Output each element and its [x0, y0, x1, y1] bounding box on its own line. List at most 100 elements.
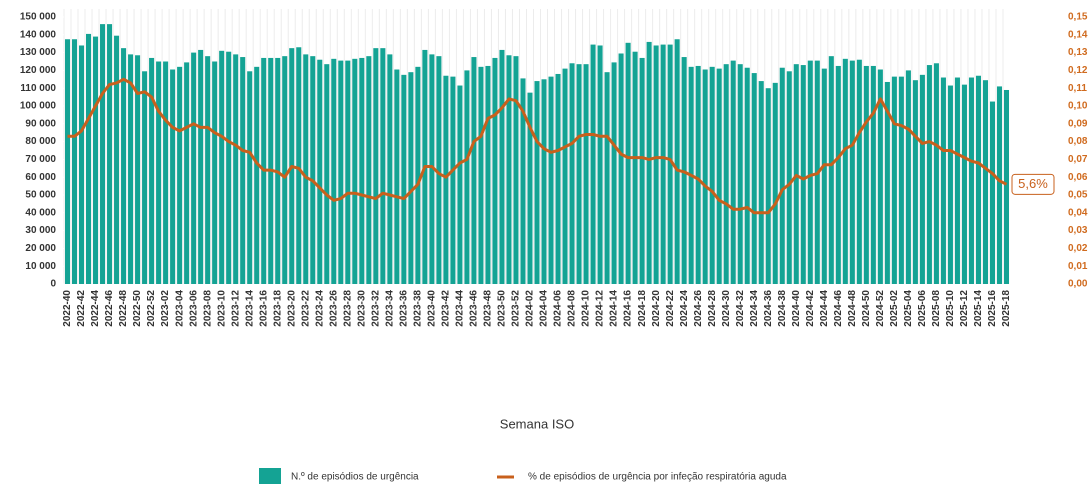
bar [653, 45, 659, 285]
bar [597, 45, 603, 285]
bar [471, 57, 477, 284]
x-tick-label: 2023-48 [483, 290, 494, 327]
x-tick-label: 2023-18 [272, 290, 283, 327]
y2-tick-label: 0,14 [1068, 29, 1088, 40]
bar [562, 68, 568, 285]
y-tick-label: 140 000 [20, 29, 57, 40]
legend-swatch [259, 468, 281, 484]
bar [772, 82, 778, 284]
y-tick-label: 40 000 [25, 207, 56, 218]
y2-tick-label: 0,06 [1068, 172, 1088, 183]
bar [639, 57, 645, 284]
legend-label: % de episódios de urgência por infeção r… [528, 472, 787, 483]
bar [905, 70, 911, 285]
bar [303, 54, 309, 284]
bar [604, 72, 610, 285]
x-tick-label: 2024-52 [875, 290, 886, 327]
x-tick-label: 2023-08 [202, 290, 213, 327]
bar [702, 69, 708, 284]
x-tick-label: 2023-14 [244, 290, 255, 327]
bar [71, 39, 78, 284]
x-tick-label: 2022-42 [76, 290, 87, 327]
bar [758, 81, 764, 284]
x-tick-label: 2025-02 [889, 290, 900, 327]
x-tick-label: 2024-26 [693, 290, 704, 327]
bar [520, 78, 526, 284]
bar [149, 57, 155, 284]
x-tick-label: 2023-30 [356, 290, 367, 327]
bar [359, 57, 365, 284]
bar [114, 35, 120, 284]
x-tick-label: 2023-22 [300, 290, 311, 327]
bar [912, 80, 918, 284]
x-tick-label: 2025-12 [959, 290, 970, 327]
y2-tick-label: 0,12 [1068, 65, 1088, 76]
bar [247, 71, 253, 284]
bar [373, 48, 379, 285]
x-tick-label: 2024-40 [791, 290, 802, 327]
y2-tick-label: 0,04 [1068, 207, 1088, 218]
bar [429, 54, 435, 284]
y-tick-label: 80 000 [25, 136, 56, 147]
x-tick-label: 2023-44 [455, 290, 466, 327]
y2-tick-label: 0,13 [1068, 47, 1088, 58]
bar [716, 68, 722, 285]
bar [618, 53, 624, 284]
x-tick-label: 2025-18 [1001, 290, 1012, 327]
bar [555, 73, 561, 285]
bar [485, 65, 491, 284]
x-tick-label: 2024-30 [721, 290, 732, 327]
bar [135, 55, 141, 284]
bar [982, 80, 988, 284]
x-tick-label: 2025-16 [987, 290, 998, 327]
x-tick-label: 2023-02 [160, 290, 171, 327]
bar [387, 54, 393, 284]
bar [723, 64, 729, 284]
x-tick-label: 2022-46 [104, 290, 115, 327]
x-tick-label: 2024-16 [623, 290, 634, 327]
y-tick-label: 70 000 [25, 154, 56, 165]
bar [478, 66, 484, 284]
bar [401, 74, 407, 284]
x-tick-label: 2024-38 [777, 290, 788, 327]
x-tick-label: 2023-50 [497, 290, 508, 327]
x-tick-label: 2024-42 [805, 290, 816, 327]
bar [849, 60, 855, 284]
x-tick-label: 2024-34 [749, 290, 760, 327]
x-axis-title: Semana ISO [500, 416, 574, 431]
bar [835, 65, 841, 284]
legend-label: N.º de episódios de urgência [291, 472, 419, 483]
y-tick-label: 150 000 [20, 12, 57, 23]
x-tick-label: 2023-32 [370, 290, 381, 327]
x-tick-label: 2023-40 [427, 290, 438, 327]
x-tick-label: 2024-36 [763, 290, 774, 327]
bar [191, 52, 197, 284]
y2-tick-label: 0,00 [1068, 279, 1088, 290]
y-tick-label: 60 000 [25, 172, 56, 183]
bar [499, 49, 505, 285]
bar [695, 65, 701, 284]
bar [450, 76, 456, 284]
x-tick-label: 2022-52 [146, 290, 157, 327]
bar [765, 88, 771, 284]
bar [86, 33, 92, 284]
x-tick-label: 2024-32 [735, 290, 746, 327]
x-tick-label: 2024-04 [539, 290, 550, 327]
x-tick-label: 2024-48 [847, 290, 858, 327]
bar [506, 55, 512, 284]
x-tick-label: 2023-10 [216, 290, 227, 327]
bar [576, 64, 582, 284]
x-tick-label: 2023-16 [258, 290, 269, 327]
bar [933, 63, 939, 284]
bar [898, 76, 904, 284]
bar [205, 56, 211, 284]
bar [779, 67, 785, 284]
x-tick-label: 2022-50 [132, 290, 143, 327]
bar [821, 68, 827, 285]
bar [828, 56, 834, 284]
x-tick-label: 2025-08 [931, 290, 942, 327]
y-tick-label: 20 000 [25, 243, 56, 254]
bar [534, 81, 540, 284]
bar [436, 56, 442, 284]
